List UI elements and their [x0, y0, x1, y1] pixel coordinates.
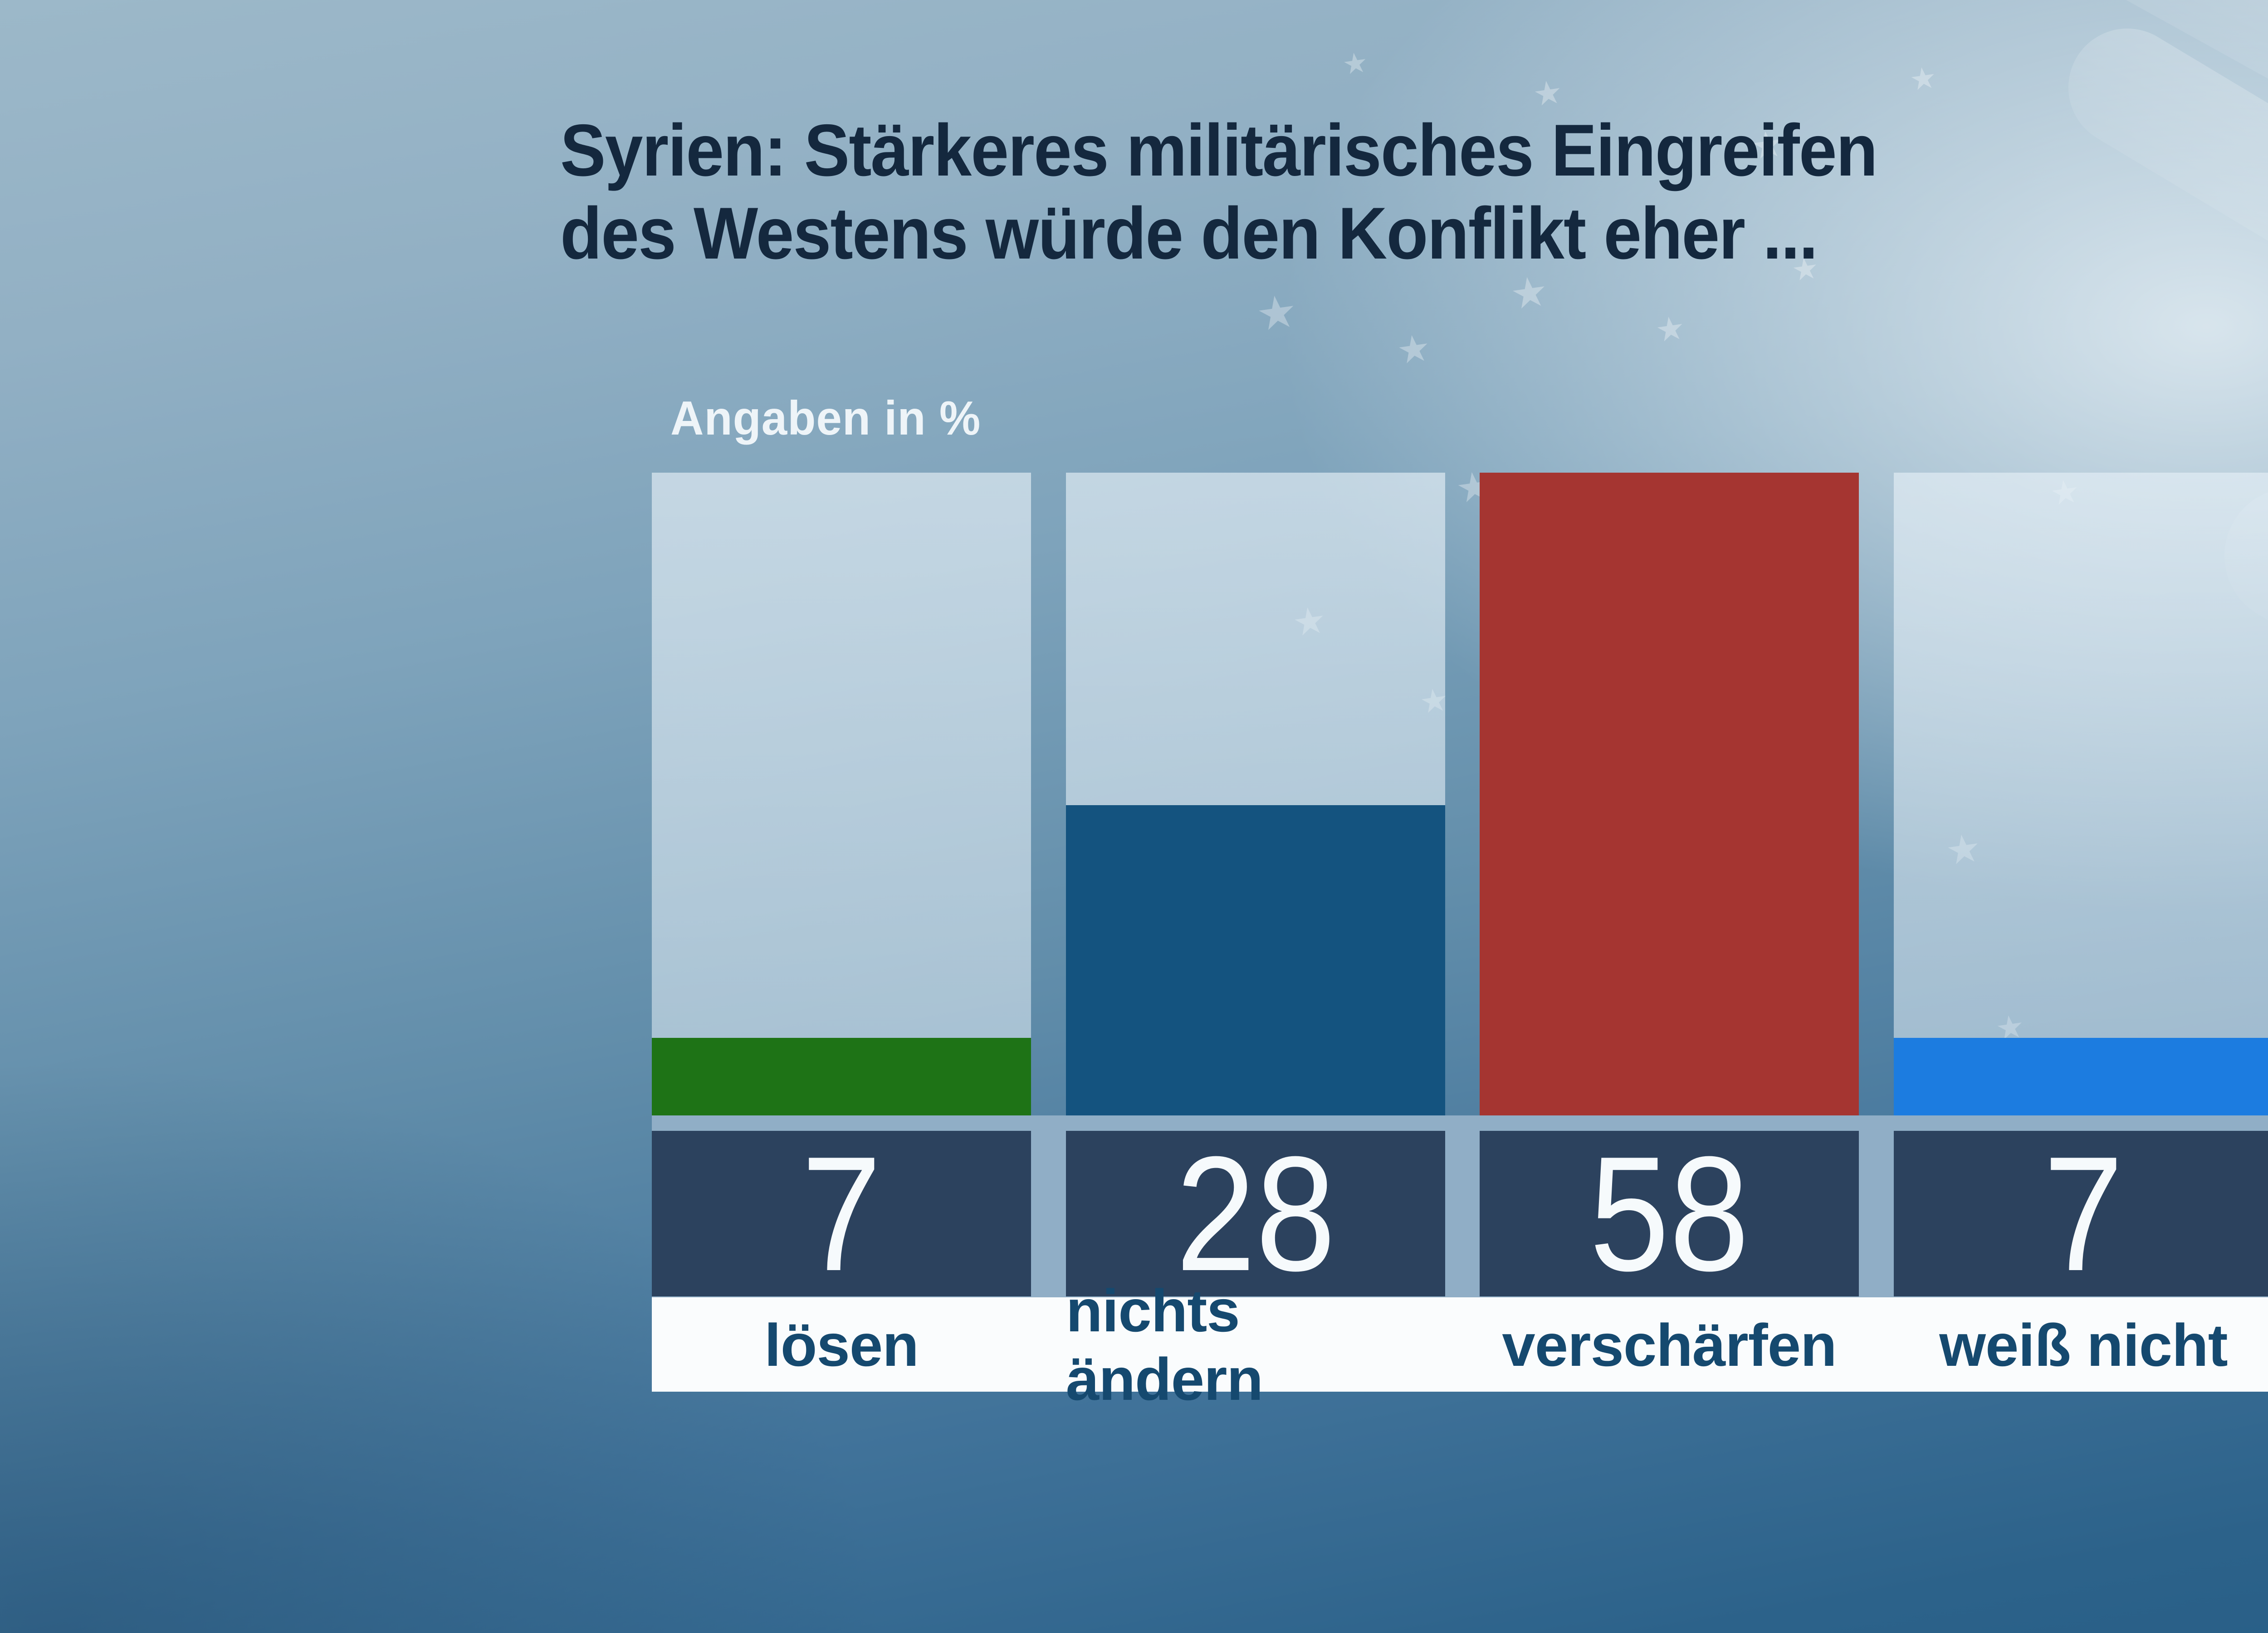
flag-star-icon: ★ — [1394, 327, 1433, 372]
bar-weiss-nicht — [1894, 1038, 2268, 1115]
value-box: 28 — [1066, 1131, 1445, 1296]
column-background — [1894, 473, 2268, 1115]
category-label: lösen — [764, 1311, 919, 1379]
bar-value: 58 — [1589, 1122, 1750, 1305]
chart-column-weiss-nicht: 7 weiß nicht — [1894, 473, 2268, 1392]
flag-star-icon: ★ — [1340, 46, 1370, 81]
value-box: 7 — [1894, 1131, 2268, 1296]
column-background — [652, 473, 1031, 1115]
flag-star-icon: ★ — [1507, 267, 1551, 319]
chart-column-nichts-aendern: 28 nichts ändern — [1066, 473, 1445, 1413]
category-label-strip — [652, 1297, 2268, 1392]
category-label: nichts ändern — [1066, 1277, 1263, 1413]
bar-chart: 7 lösen 28 nichts ändern 58 verschärfen … — [652, 473, 2268, 1413]
bar-loesen — [652, 1038, 1031, 1115]
flag-star-icon: ★ — [1907, 60, 1939, 97]
chart-column-verschaerfen: 58 verschärfen — [1480, 473, 1859, 1392]
bar-nichts-aendern — [1066, 805, 1445, 1115]
bar-value: 7 — [2043, 1122, 2124, 1305]
category-label: verschärfen — [1502, 1311, 1837, 1379]
chart-title: Syrien: Stärkeres militärisches Eingreif… — [560, 109, 1878, 275]
category-label: weiß nicht — [1939, 1311, 2228, 1379]
chart-column-loesen: 7 lösen — [652, 473, 1031, 1392]
flag-star-icon: ★ — [1530, 73, 1565, 114]
flag-star-icon: ★ — [1253, 285, 1301, 341]
bar-value: 28 — [1175, 1122, 1336, 1305]
units-note: Angaben in % — [670, 391, 981, 445]
flag-star-icon: ★ — [1653, 309, 1687, 350]
bar-value: 7 — [801, 1122, 882, 1305]
value-box: 58 — [1480, 1131, 1859, 1296]
bar-verschaerfen — [1480, 473, 1859, 1115]
value-box: 7 — [652, 1131, 1031, 1296]
